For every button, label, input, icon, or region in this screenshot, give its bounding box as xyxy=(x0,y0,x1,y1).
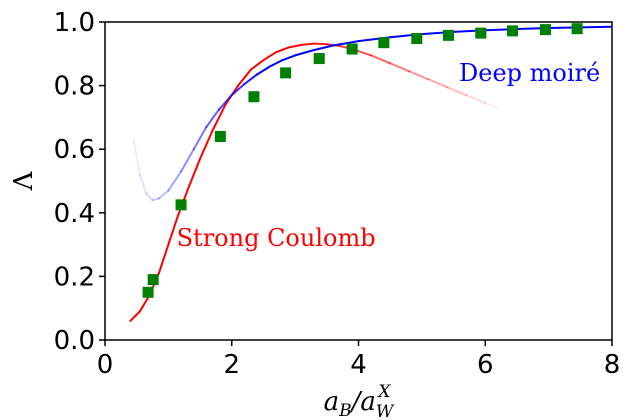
series-segment xyxy=(211,103,227,132)
series-segment xyxy=(132,138,141,176)
data-point xyxy=(313,53,325,65)
series-segment xyxy=(218,94,233,111)
series-segment xyxy=(192,125,208,151)
data-point xyxy=(442,29,454,41)
series-segment xyxy=(275,46,290,54)
series-segment xyxy=(446,86,468,97)
series-segment xyxy=(243,73,259,86)
series-segment xyxy=(370,54,392,65)
series-segment xyxy=(180,148,195,173)
series-segment xyxy=(294,48,316,57)
y-axis-label: Λ xyxy=(9,170,39,191)
series-segment xyxy=(186,157,202,192)
series-segment xyxy=(262,51,278,62)
series-segment xyxy=(138,294,151,313)
y-tick-label: 0.8 xyxy=(54,72,95,102)
data-point xyxy=(539,24,551,36)
x-axis-label: aB/aWX xyxy=(324,382,395,420)
y-tick-label: 1.0 xyxy=(54,8,95,38)
x-tick-label: 6 xyxy=(477,350,494,380)
series-segment xyxy=(332,40,360,47)
series-segment xyxy=(205,108,221,128)
data-point xyxy=(475,27,487,39)
y-tick-label: 0.4 xyxy=(54,199,95,229)
annotation-label: Strong Coulomb xyxy=(177,224,376,252)
data-point xyxy=(571,23,583,35)
data-point xyxy=(346,43,358,55)
series-segment xyxy=(199,129,214,160)
series-segment xyxy=(389,62,411,73)
series-line xyxy=(132,25,612,202)
x-tick-label: 8 xyxy=(604,350,621,380)
series-line xyxy=(129,42,499,322)
data-point xyxy=(142,286,154,298)
series-segment xyxy=(129,310,141,322)
data-point xyxy=(248,91,260,103)
series-segment xyxy=(281,54,297,62)
series-segment xyxy=(138,173,148,195)
data-point xyxy=(378,37,390,49)
annotation-label: Deep moiré xyxy=(459,59,600,87)
y-tick-label: 0.6 xyxy=(54,135,95,165)
marker-layer xyxy=(142,23,583,298)
series-segment xyxy=(167,214,179,246)
x-tick-label: 0 xyxy=(97,350,114,380)
data-point xyxy=(214,130,226,142)
series-segment xyxy=(313,44,335,51)
series-segment xyxy=(579,25,612,29)
data-point xyxy=(507,25,519,37)
series-segment xyxy=(145,192,154,202)
series-segment xyxy=(268,59,284,68)
y-tick-label: 0.2 xyxy=(54,262,95,292)
series-segment xyxy=(157,189,170,200)
data-point xyxy=(147,274,159,286)
annotation-layer: Strong Coulomb Deep moiré xyxy=(177,59,601,252)
axis-label-layer: aB/aWX Λ xyxy=(9,170,395,420)
series-segment xyxy=(484,102,499,109)
series-segment xyxy=(237,68,252,87)
tick-layer: 0 2 4 6 8 0.0 0.2 0.4 0.6 0.8 1.0 xyxy=(54,8,621,380)
series-segment xyxy=(300,42,316,46)
series-segment xyxy=(427,78,449,89)
series-segment xyxy=(167,170,183,192)
x-tick-label: 2 xyxy=(223,350,240,380)
y-tick-label: 0.0 xyxy=(54,326,95,356)
x-tick-label: 4 xyxy=(350,350,367,380)
series-segment xyxy=(465,94,487,105)
series-segment xyxy=(313,42,328,46)
series-segment xyxy=(230,83,246,97)
data-point xyxy=(411,33,423,45)
series-segment xyxy=(151,197,160,202)
series-segment xyxy=(157,243,170,275)
series-segment xyxy=(287,43,303,49)
data-point xyxy=(175,199,187,211)
series-segment xyxy=(256,65,271,76)
series-segment xyxy=(408,70,430,81)
data-point xyxy=(280,67,292,79)
series-segment xyxy=(249,59,265,71)
